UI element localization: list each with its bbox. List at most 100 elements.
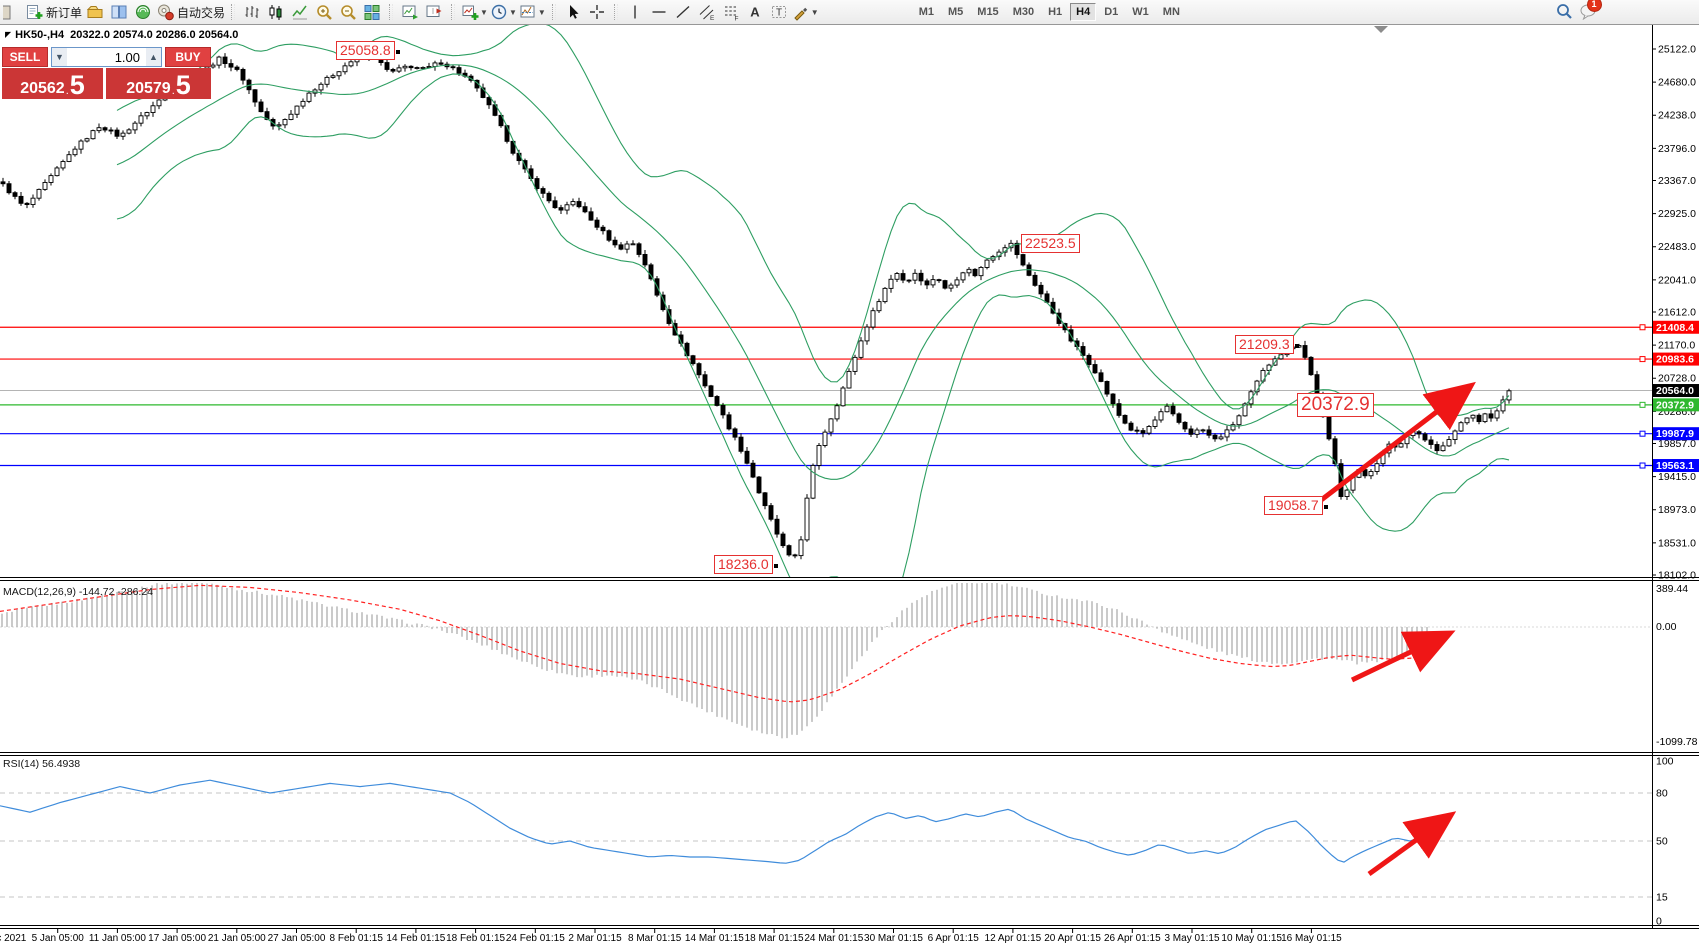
trend-arrow-2[interactable]: [1350, 630, 1456, 683]
timeframe-mn-button[interactable]: MN: [1157, 3, 1186, 21]
text-button[interactable]: A: [744, 2, 766, 22]
buy-button[interactable]: BUY: [165, 47, 211, 67]
chart-collapse-icon[interactable]: ◤: [5, 30, 12, 39]
trend-arrow-3[interactable]: [1367, 811, 1457, 877]
macd-signal-line: [0, 584, 1425, 703]
horizontal-level-lines[interactable]: [0, 324, 1652, 469]
timeframe-m15-button[interactable]: M15: [971, 3, 1004, 21]
zoom-out-button[interactable]: [337, 2, 359, 22]
toolbar-group-separator: [613, 4, 618, 20]
chart-profiles-button[interactable]: [84, 2, 106, 22]
timeframe-h1-button[interactable]: H1: [1042, 3, 1068, 21]
data-center-button[interactable]: [132, 2, 154, 22]
market-watch-button[interactable]: [108, 2, 130, 22]
price-annotation[interactable]: 22523.5: [1021, 234, 1080, 253]
svg-text:19563.1: 19563.1: [1656, 460, 1694, 472]
svg-text:2 Mar 01:15: 2 Mar 01:15: [568, 933, 622, 944]
indicators-button[interactable]: ▼: [461, 2, 488, 22]
periods-button[interactable]: ▼: [490, 2, 517, 22]
volume-stepper[interactable]: ▼ 1.00 ▲: [51, 47, 162, 67]
line-chart-button[interactable]: [289, 2, 311, 22]
svg-text:80: 80: [1656, 788, 1668, 800]
svg-text:5 Jan 05:00: 5 Jan 05:00: [32, 933, 85, 944]
chart-partial-button[interactable]: [1, 2, 23, 22]
timeframe-w1-button[interactable]: W1: [1126, 3, 1155, 21]
svg-text:20564.0: 20564.0: [1656, 385, 1694, 397]
market-watch-icon: [111, 5, 127, 19]
bollinger-lower-band: [116, 73, 1510, 577]
volume-increase-button[interactable]: ▲: [146, 48, 161, 66]
rsi-panel: [0, 779, 1652, 898]
horizontal-line-button[interactable]: [648, 2, 670, 22]
dropdown-arrow-icon[interactable]: ▼: [810, 7, 819, 17]
volume-value[interactable]: 1.00: [114, 49, 140, 65]
chart-shift-marker[interactable]: [1374, 26, 1388, 33]
dropdown-arrow-icon[interactable]: ▼: [537, 7, 546, 17]
svg-text:11 Jan 05:00: 11 Jan 05:00: [89, 933, 147, 944]
symbol-ohlc-text: HK50-,H4 20322.0 20574.0 20286.0 20564.0: [15, 29, 239, 41]
svg-text:19857.0: 19857.0: [1658, 438, 1696, 450]
volume-decrease-button[interactable]: ▼: [52, 48, 67, 66]
auto-arrange-button[interactable]: [399, 2, 421, 22]
timeframe-toolbar: M1 M5 M15 M30 H1 H4 D1 W1 MN: [912, 3, 1187, 21]
sell-price-big-digit: 5: [69, 70, 85, 101]
annotation-handle[interactable]: [395, 49, 400, 54]
new-order-button[interactable]: 新订单: [25, 2, 82, 22]
annotation-handle[interactable]: [773, 563, 778, 568]
tile-windows-button[interactable]: [361, 2, 383, 22]
zoom-in-icon: [317, 5, 332, 20]
annotation-handle[interactable]: [1323, 504, 1328, 509]
timeframe-m5-button[interactable]: M5: [942, 3, 969, 21]
vertical-line-button[interactable]: [624, 2, 646, 22]
timeframe-h4-button[interactable]: H4: [1070, 3, 1097, 21]
svg-text:24680.0: 24680.0: [1658, 77, 1696, 89]
templates-button[interactable]: ▼: [519, 2, 546, 22]
autotrading-label: 自动交易: [177, 5, 226, 20]
price-axis-labels: 25122.0 24680.0 24238.0 23796.0 23367.0 22925…: [1652, 44, 1699, 928]
toolbar-group-separator: [451, 4, 456, 20]
equidistant-channel-button[interactable]: E: [696, 2, 718, 22]
chart-partial-icon: [3, 5, 11, 20]
chart-background: [0, 24, 1699, 948]
svg-text:18 Feb 01:15: 18 Feb 01:15: [446, 933, 505, 944]
price-annotation[interactable]: 21209.3: [1235, 335, 1299, 354]
annotation-handle[interactable]: [1294, 343, 1299, 348]
trend-arrow-1[interactable]: [1310, 381, 1476, 509]
bar-chart-button[interactable]: [241, 2, 263, 22]
price-annotation[interactable]: 20372.9: [1297, 393, 1374, 417]
svg-text:16 May 01:15: 16 May 01:15: [1281, 933, 1342, 944]
svg-text:22483.0: 22483.0: [1658, 241, 1696, 253]
trendline-button[interactable]: [672, 2, 694, 22]
candlestick-chart-button[interactable]: [265, 2, 287, 22]
new-order-icon: [27, 5, 43, 19]
fibonacci-button[interactable]: F: [720, 2, 742, 22]
timeframe-m1-button[interactable]: M1: [913, 3, 940, 21]
dropdown-arrow-icon[interactable]: ▼: [480, 7, 488, 17]
buy-price[interactable]: 20579. 5: [106, 68, 211, 99]
svg-text:24 Mar 01:15: 24 Mar 01:15: [804, 933, 863, 944]
autotrading-button[interactable]: 自动交易: [156, 2, 225, 22]
timeframe-d1-button[interactable]: D1: [1098, 3, 1124, 21]
text-label-button[interactable]: T: [768, 2, 790, 22]
svg-text:14 Mar 01:15: 14 Mar 01:15: [685, 933, 744, 944]
svg-text:18102.0: 18102.0: [1658, 570, 1696, 582]
sell-price[interactable]: 20562. 5: [2, 68, 103, 99]
price-annotation[interactable]: 25058.8: [336, 41, 400, 60]
zoom-in-button[interactable]: [313, 2, 335, 22]
timeframe-m30-button[interactable]: M30: [1007, 3, 1040, 21]
sell-button[interactable]: SELL: [2, 47, 48, 67]
chat-button[interactable]: 1: [1577, 0, 1602, 21]
cursor-button[interactable]: [562, 2, 584, 22]
search-button[interactable]: [1553, 1, 1575, 21]
fibonacci-icon: F: [724, 6, 738, 21]
price-annotation[interactable]: 18236.0: [714, 555, 778, 574]
arrows-tool-icon: [794, 7, 807, 21]
crosshair-button[interactable]: [586, 2, 608, 22]
dropdown-arrow-icon[interactable]: ▼: [508, 7, 517, 17]
arrows-tool-button[interactable]: ▼: [792, 2, 819, 22]
chart-shift-button[interactable]: [423, 2, 445, 22]
price-annotation[interactable]: 19058.7: [1264, 496, 1328, 515]
